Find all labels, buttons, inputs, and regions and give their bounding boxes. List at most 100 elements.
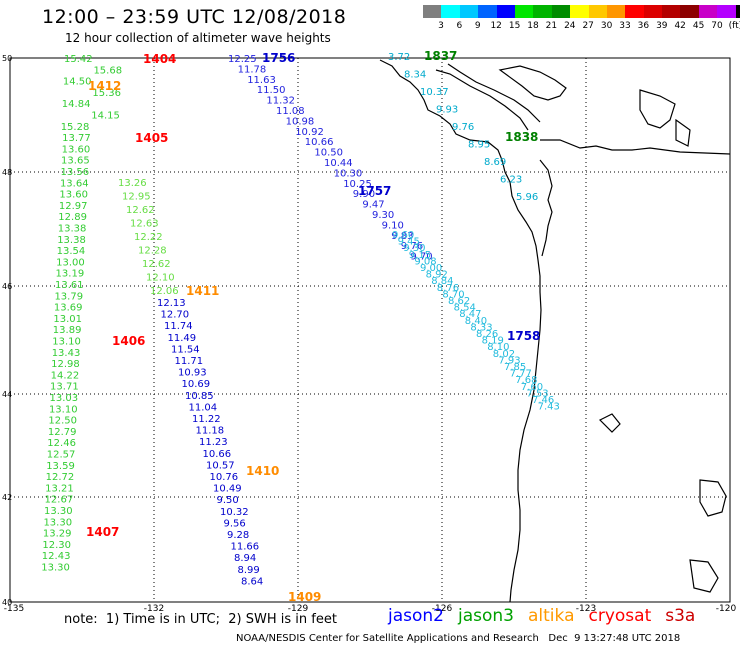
pass-id-label: 1405 xyxy=(135,131,168,145)
wave-height-label: 13.03 xyxy=(50,393,79,404)
wave-height-label: 8.02 xyxy=(493,349,515,360)
longitude-label: -135 xyxy=(4,604,24,614)
wave-height-label: 12.72 xyxy=(46,472,75,483)
wave-height-label: 13.60 xyxy=(59,190,88,201)
wave-height-label: 7.43 xyxy=(538,402,560,413)
wave-height-label: 9.08 xyxy=(414,256,436,267)
pass-id-label: 1409 xyxy=(288,590,321,604)
wave-height-label: 9.50 xyxy=(217,495,239,506)
wave-height-label: 11.22 xyxy=(192,414,221,425)
wave-height-label: 8.47 xyxy=(459,309,481,320)
coastline xyxy=(379,59,731,603)
color-scale-cell xyxy=(643,5,663,18)
wave-height-label: 10.57 xyxy=(206,460,235,471)
latitude-label: 40 xyxy=(2,598,12,607)
pass-id-label: 1412 xyxy=(88,79,121,93)
wave-height-label: 8.40 xyxy=(465,316,487,327)
pass-id-label: 1758 xyxy=(507,329,540,343)
wave-height-label: 13.79 xyxy=(54,291,83,302)
pass-id-label: 1756 xyxy=(262,51,295,65)
wave-height-label: 14.15 xyxy=(91,111,120,122)
wave-height-label: 13.00 xyxy=(56,257,85,268)
wave-height-label: 12.98 xyxy=(51,359,80,370)
wave-height-label: 13.26 xyxy=(118,178,147,189)
wave-height-label: 13.69 xyxy=(54,303,83,314)
wave-height-label: 10.76 xyxy=(210,472,239,483)
latitude-label: 50 xyxy=(2,54,12,63)
color-scale-cell xyxy=(606,5,626,18)
wave-height-label: 7.53 xyxy=(526,388,548,399)
color-scale-label: 33 xyxy=(619,21,631,31)
pass-id-label: 1411 xyxy=(186,284,219,298)
color-scale-label: 70 xyxy=(711,21,723,31)
wave-height-label: 8.33 xyxy=(470,322,492,333)
color-scale-label: 3 xyxy=(438,21,444,31)
wave-height-label: 9.76 xyxy=(401,241,423,252)
wave-height-label: 12.50 xyxy=(48,416,77,427)
wave-height-label: 9.93 xyxy=(436,105,458,116)
map-title: 12:00 – 23:59 UTC 12/08/2018 xyxy=(42,6,347,28)
color-scale-cell xyxy=(423,5,442,18)
wave-height-label: 11.63 xyxy=(247,75,276,86)
wave-height-label: 9.15 xyxy=(409,250,431,261)
color-scale-cell xyxy=(478,5,497,18)
wave-height-label: 9.70 xyxy=(410,252,432,263)
wave-height-label: 13.61 xyxy=(55,280,84,291)
wave-height-label: 9.90 xyxy=(353,189,375,200)
wave-height-label: 9.28 xyxy=(227,530,249,541)
wave-height-label: 8.94 xyxy=(234,553,256,564)
wave-height-label: 8.10 xyxy=(487,342,509,353)
wave-height-label: 11.18 xyxy=(196,426,225,437)
wave-height-label: 12.62 xyxy=(126,205,155,216)
wave-height-label: 13.19 xyxy=(56,269,85,280)
wave-height-label: 10.92 xyxy=(295,127,324,138)
wave-height-label: 12.25 xyxy=(228,54,257,65)
wave-height-label: 12.10 xyxy=(146,273,175,284)
pass-id-label: 1406 xyxy=(112,334,145,348)
wave-height-label: 10.50 xyxy=(314,148,343,159)
color-scale-cell xyxy=(735,5,740,18)
wave-height-label: 8.34 xyxy=(404,70,426,81)
wave-height-label: 12.89 xyxy=(58,212,87,223)
wave-height-label: 15.28 xyxy=(61,122,90,133)
color-scale-label: 27 xyxy=(582,21,594,31)
credit-text: NOAA/NESDIS Center for Satellite Applica… xyxy=(236,633,681,644)
wave-height-label: 7.85 xyxy=(504,362,526,373)
color-scale-label: 45 xyxy=(692,21,705,31)
wave-height-label: 10.30 xyxy=(334,168,363,179)
wave-height-label: 8.95 xyxy=(468,140,490,151)
wave-height-label: 11.49 xyxy=(168,333,197,344)
wave-height-label: 10.85 xyxy=(185,391,214,402)
map-subtitle: 12 hour collection of altimeter wave hei… xyxy=(65,31,331,45)
wave-height-label: 7.46 xyxy=(532,395,554,406)
wave-height-label: 13.77 xyxy=(62,133,91,144)
wave-height-label: 13.30 xyxy=(44,506,73,517)
wave-height-label: 12.13 xyxy=(157,298,186,309)
wave-height-label: 10.93 xyxy=(178,368,207,379)
pass-id-labels: 1404 1405 1406 1407 1411 1410 1409 1412 1756 1757… xyxy=(86,49,540,604)
wave-height-label: 10.25 xyxy=(343,179,372,190)
wave-height-label: 9.60 xyxy=(392,230,414,241)
wave-height-label: 13.30 xyxy=(43,517,72,528)
color-scale-cell xyxy=(698,5,718,18)
satellite-legend: jason2 jason3 altika cryosat s3a xyxy=(388,606,709,626)
wave-height-label: 11.32 xyxy=(266,96,295,107)
wave-height-label: 11.54 xyxy=(171,344,200,355)
wave-height-label: 10.32 xyxy=(220,507,249,518)
wave-height-label: 13.29 xyxy=(43,529,72,540)
wave-height-label: 8.76 xyxy=(437,283,459,294)
graticule xyxy=(10,58,730,602)
wave-height-label: 13.65 xyxy=(61,156,90,167)
wave-height-label: 14.84 xyxy=(62,99,91,110)
wave-height-label: 9.10 xyxy=(382,220,404,231)
wave-height-label: 10.66 xyxy=(305,137,334,148)
track-labels: 15.4215.6814.5015.3614.8414.1515.2813.77… xyxy=(41,52,560,587)
wave-height-label: 12.62 xyxy=(142,259,171,270)
wave-height-label: 8.64 xyxy=(241,576,263,587)
color-scale-cell xyxy=(588,5,607,18)
wave-height-label: 11.04 xyxy=(189,402,218,413)
wave-height-label: 6.23 xyxy=(500,175,522,186)
color-scale-label: 36 xyxy=(637,21,650,31)
color-scale-label: 15 xyxy=(508,21,521,31)
wave-height-label: 12.70 xyxy=(161,310,190,321)
